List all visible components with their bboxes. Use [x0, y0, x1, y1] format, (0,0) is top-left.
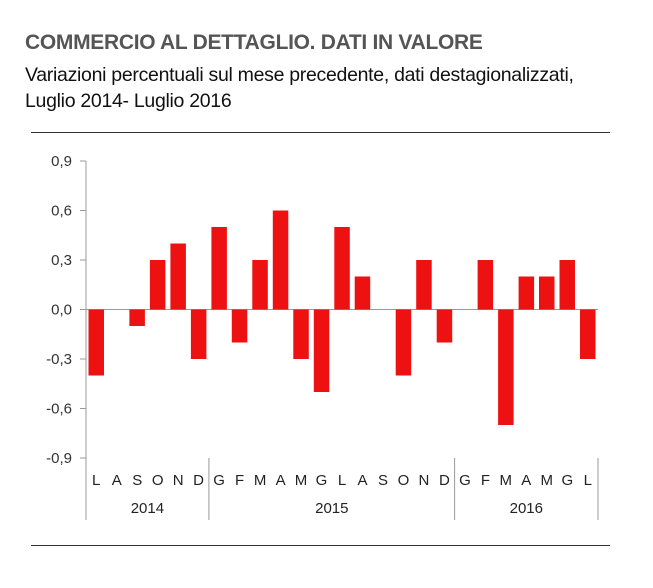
y-tick-label: 0,3: [51, 252, 72, 269]
bar: [211, 227, 227, 310]
x-tick-label: M: [541, 472, 554, 489]
x-tick-label: L: [338, 472, 346, 489]
y-tick-label: -0,6: [46, 401, 72, 418]
x-tick-label: L: [92, 472, 100, 489]
bar: [498, 309, 514, 425]
chart-subtitle-line-2: Luglio 2014- Luglio 2016: [25, 90, 232, 112]
x-tick-label: G: [459, 472, 471, 489]
bar: [539, 276, 555, 310]
x-tick-label: A: [521, 472, 531, 489]
bar: [559, 260, 575, 310]
x-tick-label: A: [357, 472, 367, 489]
x-tick-label: O: [398, 472, 410, 489]
bar: [477, 260, 494, 310]
x-tick-label: D: [193, 472, 204, 489]
bar: [252, 260, 268, 310]
bar: [272, 210, 289, 310]
bars: [88, 210, 596, 425]
bar: [334, 227, 350, 310]
bar: [354, 276, 371, 310]
year-label: 2016: [510, 500, 543, 517]
x-tick-label: M: [295, 472, 308, 489]
year-label: 2014: [131, 500, 164, 517]
top-divider: [31, 132, 610, 133]
bar: [190, 309, 207, 359]
x-tick-label: D: [439, 472, 450, 489]
x-tick-label: A: [112, 472, 122, 489]
y-tick-label: 0,6: [51, 203, 72, 220]
x-tick-label: M: [500, 472, 513, 489]
x-tick-label: G: [316, 472, 328, 489]
bar: [231, 309, 248, 343]
bottom-divider: [31, 545, 610, 546]
chart-subtitle-line-1: Variazioni percentuali sul mese preceden…: [25, 64, 574, 86]
x-tick-label: L: [584, 472, 592, 489]
y-axis: 0,9 0,6 0,3 0,0 -0,3 -0,6 -0,9: [46, 153, 598, 520]
x-tick-label: F: [481, 472, 490, 489]
bar: [170, 243, 186, 310]
y-tick-label: 0,9: [51, 153, 72, 170]
bar: [580, 309, 596, 359]
x-tick-label: O: [152, 472, 164, 489]
x-tick-label: G: [561, 472, 573, 489]
y-tick-label: -0,3: [46, 351, 72, 368]
x-tick-label: F: [235, 472, 244, 489]
x-tick-label: N: [173, 472, 184, 489]
year-label: 2015: [315, 500, 348, 517]
y-tick-label: 0,0: [51, 302, 72, 319]
bar: [395, 309, 412, 376]
bar: [149, 260, 166, 310]
bar: [518, 276, 535, 310]
bar: [88, 309, 104, 376]
x-tick-label: S: [378, 472, 388, 489]
chart-title: COMMERCIO AL DETTAGLIO. DATI IN VALORE: [25, 31, 483, 54]
x-tick-label: N: [418, 472, 429, 489]
x-tick-label: G: [213, 472, 225, 489]
x-tick-label: S: [132, 472, 142, 489]
bar: [436, 309, 453, 343]
x-tick-label: M: [254, 472, 267, 489]
x-tick-label: A: [276, 472, 286, 489]
bar: [293, 309, 309, 359]
bar: [416, 260, 432, 310]
y-tick-label: -0,9: [46, 450, 72, 467]
bar: [313, 309, 330, 392]
bar: [129, 309, 145, 326]
